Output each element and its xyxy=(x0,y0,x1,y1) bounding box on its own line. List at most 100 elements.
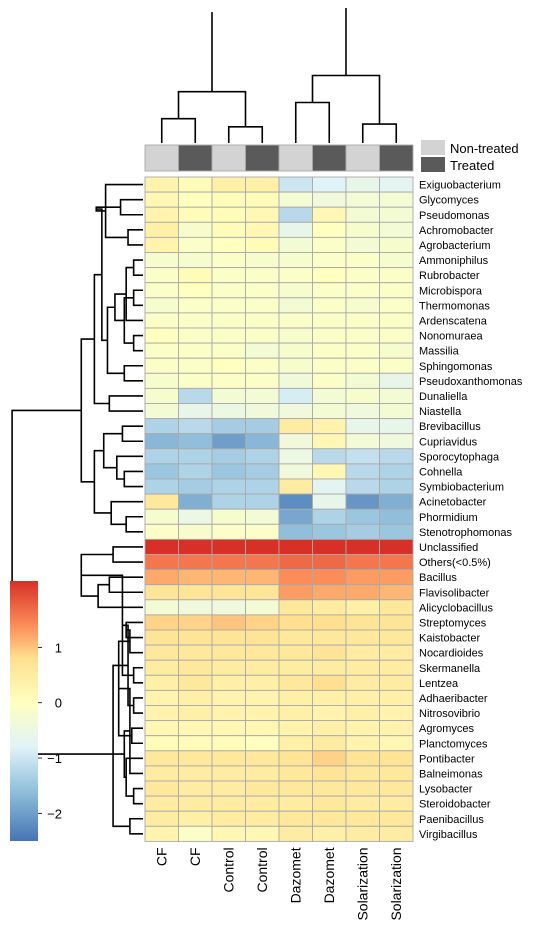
row-label-planctomyces: Planctomyces xyxy=(419,738,488,750)
heatmap-cell xyxy=(211,750,246,767)
heatmap-cell xyxy=(211,538,246,555)
heatmap-cell xyxy=(345,448,380,465)
heatmap-cell xyxy=(144,629,179,646)
heatmap-cell xyxy=(178,372,213,389)
dendrogram-link xyxy=(108,576,143,594)
heatmap-cell xyxy=(278,584,313,601)
heatmap-cell xyxy=(278,614,313,631)
heatmap-cell xyxy=(178,659,213,676)
heatmap-cell xyxy=(245,448,280,465)
row-label-bacillus: Bacillus xyxy=(419,572,457,584)
heatmap-cell xyxy=(312,689,347,706)
heatmap-cell xyxy=(178,176,213,193)
column-label-solarization: Solarization xyxy=(388,847,404,920)
heatmap-cell xyxy=(345,584,380,601)
dendrogram-link xyxy=(112,664,130,828)
heatmap-cell xyxy=(379,267,414,284)
row-label-ardenscatena: Ardenscatena xyxy=(419,315,488,327)
heatmap-cell xyxy=(245,221,280,238)
heatmap-cell xyxy=(245,327,280,344)
row-label-nitrosovibrio: Nitrosovibrio xyxy=(419,708,480,720)
heatmap-cell xyxy=(144,538,179,555)
heatmap-cell xyxy=(345,689,380,706)
column-label-dazomet: Dazomet xyxy=(321,847,337,903)
heatmap-cell xyxy=(379,191,414,208)
heatmap-cell xyxy=(312,644,347,661)
heatmap-cell xyxy=(379,569,414,586)
heatmap-cell xyxy=(245,357,280,374)
heatmap-cell xyxy=(178,750,213,767)
heatmap-cell xyxy=(345,508,380,525)
heatmap-cell xyxy=(178,236,213,253)
heatmap-cell xyxy=(178,312,213,329)
row-label-agrobacterium: Agrobacterium xyxy=(419,240,491,252)
heatmap-cell xyxy=(144,357,179,374)
column-label-dazomet: Dazomet xyxy=(288,847,304,903)
heatmap-cell xyxy=(144,705,179,722)
heatmap-cell xyxy=(211,689,246,706)
heatmap-cell xyxy=(178,705,213,722)
heatmap-cell xyxy=(345,780,380,797)
heatmap-cell xyxy=(144,206,179,223)
heatmap-cell xyxy=(211,282,246,299)
heatmap-cell xyxy=(312,418,347,435)
row-label-exiguobacterium: Exiguobacterium xyxy=(419,180,501,192)
heatmap-cell xyxy=(245,629,280,646)
heatmap-cell xyxy=(379,327,414,344)
heatmap-cell xyxy=(278,236,313,253)
heatmap-cell xyxy=(345,191,380,208)
heatmap-cell xyxy=(211,357,246,374)
heatmap-cell xyxy=(245,765,280,782)
heatmap-cell xyxy=(178,644,213,661)
heatmap-cell xyxy=(245,463,280,480)
heatmap-cell xyxy=(178,780,213,797)
color-scale-tick-label: 0 xyxy=(55,696,62,711)
heatmap-cell xyxy=(144,720,179,737)
heatmap-cell xyxy=(178,599,213,616)
dendrogram-link xyxy=(132,259,143,276)
heatmap-cell xyxy=(144,554,179,571)
dendrogram-link xyxy=(160,117,197,143)
heatmap-cell xyxy=(144,236,179,253)
heatmap-cell xyxy=(278,720,313,737)
color-scale-ticks: 1 0 −1 −2 xyxy=(38,640,62,821)
heatmap-cell xyxy=(278,433,313,450)
heatmap-cell xyxy=(379,599,414,616)
heatmap-cell xyxy=(345,705,380,722)
heatmap-cell xyxy=(278,221,313,238)
heatmap-cell xyxy=(211,312,246,329)
row-label-kaistobacter: Kaistobacter xyxy=(419,633,480,645)
heatmap-cell xyxy=(278,810,313,827)
heatmap-cell xyxy=(379,236,414,253)
dendrogram-link xyxy=(132,787,143,805)
row-label-alicyclobacillus: Alicyclobacillus xyxy=(419,602,493,614)
heatmap-cell xyxy=(379,478,414,495)
heatmap-cell xyxy=(211,478,246,495)
heatmap-cell xyxy=(211,629,246,646)
heatmap-cell xyxy=(144,342,179,359)
heatmap-cell xyxy=(379,418,414,435)
heatmap-cell xyxy=(379,448,414,465)
heatmap-cell xyxy=(379,403,414,420)
heatmap-cell xyxy=(178,554,213,571)
heatmap-cell xyxy=(144,825,179,842)
heatmap-cell xyxy=(379,689,414,706)
row-label-symbiobacterium: Symbiobacterium xyxy=(419,482,504,494)
heatmap-cell xyxy=(144,795,179,812)
heatmap-cell xyxy=(245,780,280,797)
heatmap-cell xyxy=(312,538,347,555)
heatmap-cell xyxy=(379,176,414,193)
heatmap-cell xyxy=(278,825,313,842)
heatmap-cell xyxy=(245,312,280,329)
heatmap-cell xyxy=(245,236,280,253)
heatmap-cell xyxy=(211,191,246,208)
column-label-cf: CF xyxy=(154,847,170,866)
heatmap-cell xyxy=(211,735,246,752)
heatmap-cell xyxy=(278,297,313,314)
heatmap-cells xyxy=(144,176,414,842)
heatmap-cell xyxy=(278,493,313,510)
heatmap-cell xyxy=(345,433,380,450)
legend-label-treated: Treated xyxy=(450,158,494,173)
heatmap-cell xyxy=(345,403,380,420)
heatmap-cell xyxy=(278,191,313,208)
